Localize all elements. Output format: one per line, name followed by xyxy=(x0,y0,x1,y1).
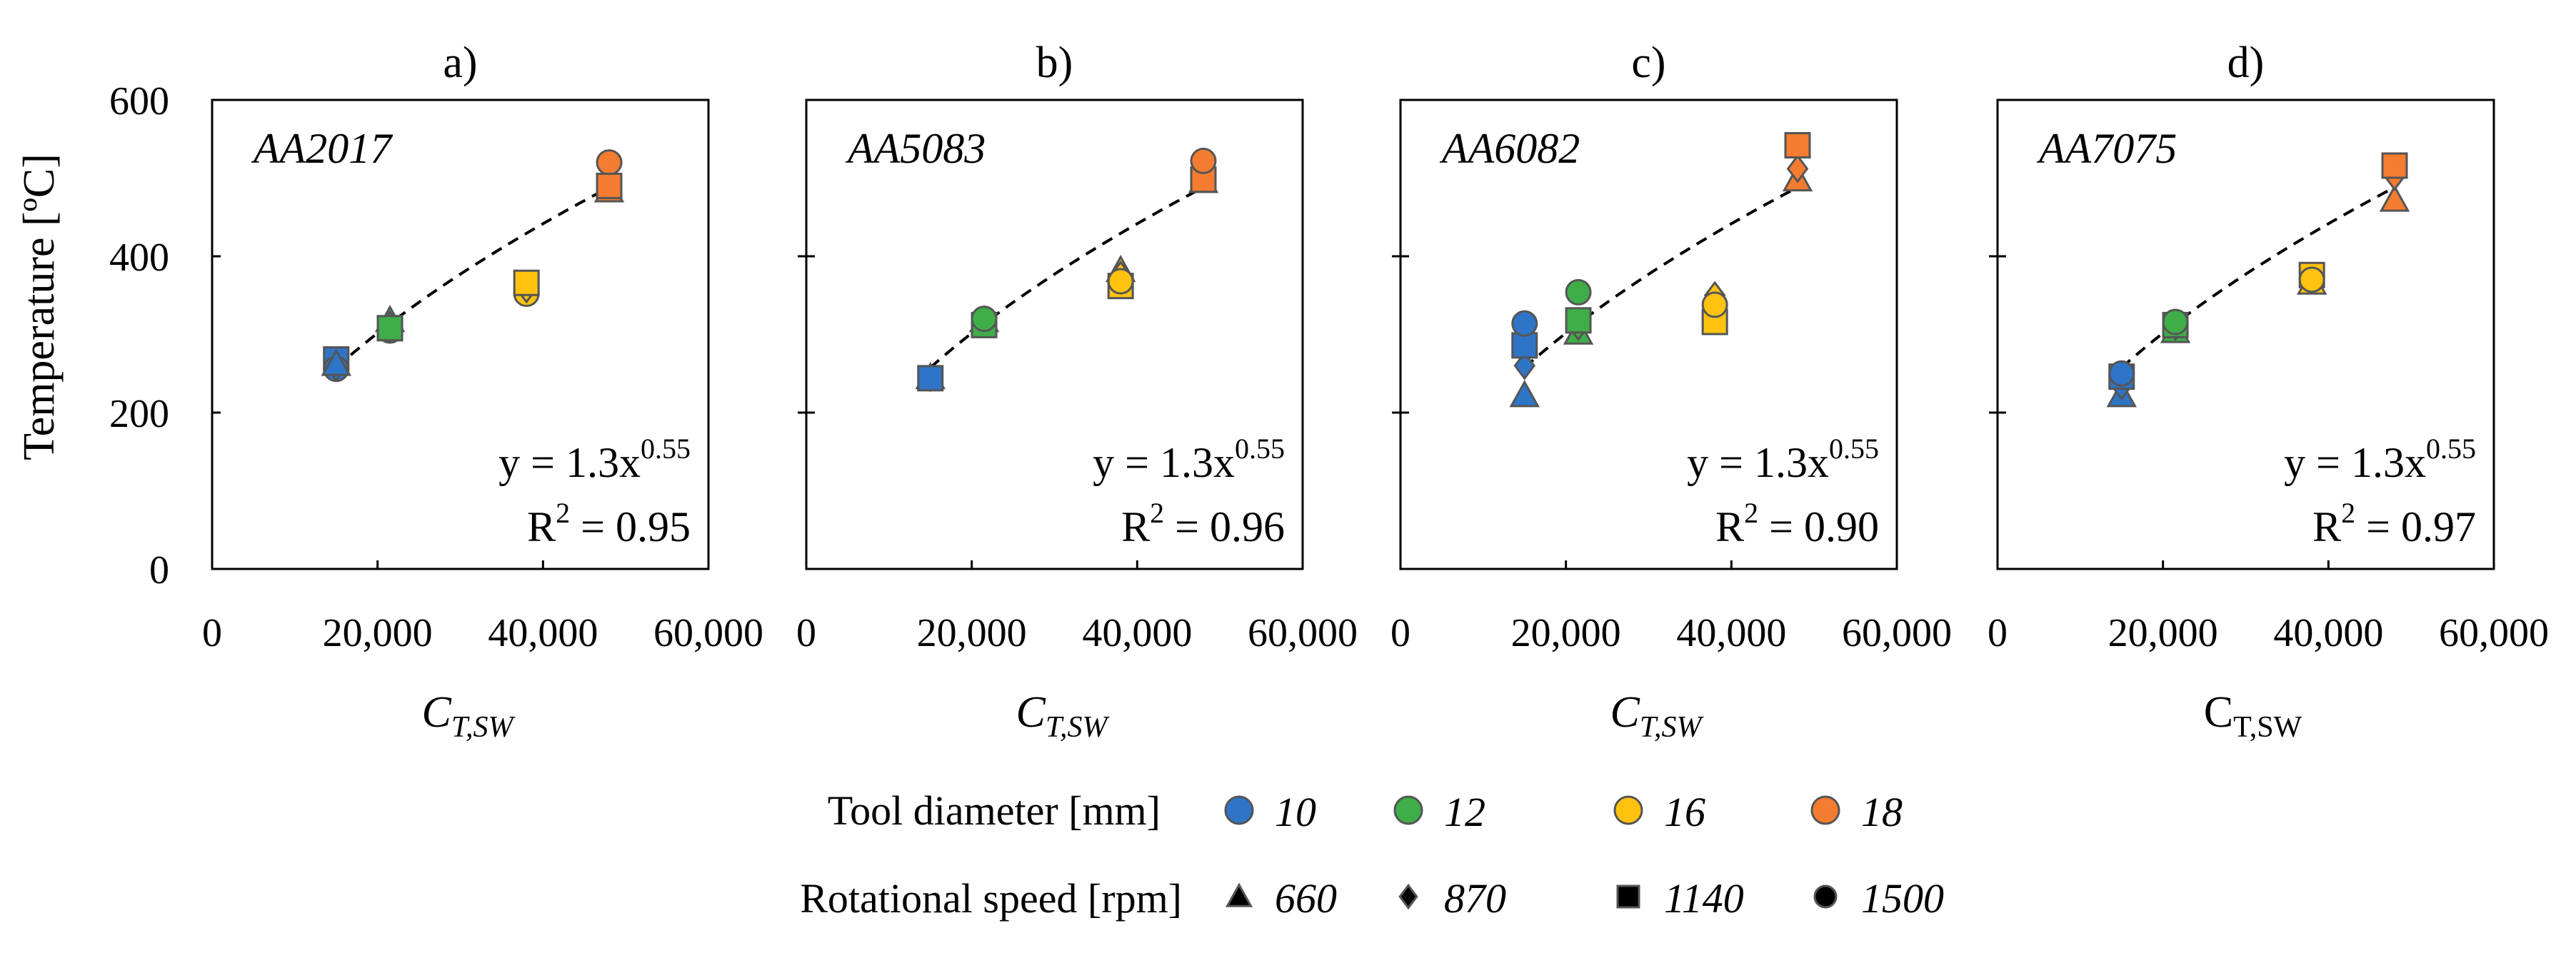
data-point xyxy=(1107,268,1134,295)
data-point xyxy=(2162,308,2189,336)
panel-label: a) xyxy=(443,39,477,87)
plot-frame xyxy=(1996,99,2495,570)
data-point xyxy=(513,269,540,296)
x-tick-label: 0 xyxy=(1390,611,1410,655)
x-tick-label: 60,000 xyxy=(1248,611,1358,655)
y-axis-title: Temperature [ºC] xyxy=(15,153,64,460)
data-point xyxy=(1511,310,1538,337)
legend-diameter-title: Tool diameter [mm] xyxy=(828,787,1161,834)
data-point xyxy=(2298,266,2325,293)
y-tick-label: 400 xyxy=(109,236,169,280)
panel-label: b) xyxy=(1036,39,1073,87)
legend-diameter-label: 12 xyxy=(1444,789,1485,835)
x-tick-label: 40,000 xyxy=(1676,611,1786,655)
legend-speed-label: 870 xyxy=(1444,875,1506,922)
legend-diameter-label: 16 xyxy=(1664,789,1705,835)
data-point xyxy=(1509,380,1540,408)
x-axis-title: CT,SW xyxy=(2204,688,2302,744)
legend-speed-label: 1140 xyxy=(1664,875,1744,922)
panel-label: d) xyxy=(2227,39,2265,87)
x-tick-label: 40,000 xyxy=(2273,611,2383,655)
legend-diameter-label: 10 xyxy=(1275,789,1316,835)
data-point xyxy=(596,149,623,176)
legend-diameter-label: 18 xyxy=(1861,789,1903,835)
y-tick-label: 200 xyxy=(109,392,169,436)
x-axis-title: CT,SW xyxy=(1610,688,1704,744)
plot-frame xyxy=(1399,99,1898,570)
x-tick-label: 0 xyxy=(796,611,816,655)
data-point xyxy=(2108,360,2135,387)
x-tick-label: 0 xyxy=(202,611,222,655)
legend-speed-label: 660 xyxy=(1275,875,1337,922)
chart-panel: 0 20,000 40,000 60,000 b) AA5083 CT,SW y = 1.3x… xyxy=(796,39,1358,744)
legend-diameter-marker xyxy=(1224,795,1254,825)
r-squared: R2 = 0.97 xyxy=(2312,497,2476,550)
legend-diameter-marker xyxy=(1810,795,1840,825)
data-point xyxy=(2379,184,2410,212)
r-squared: R2 = 0.96 xyxy=(1121,497,1285,550)
legend-speed-marker xyxy=(1225,882,1253,907)
x-tick-label: 0 xyxy=(1988,611,2008,655)
legend-diameter-marker xyxy=(1613,795,1643,825)
data-point xyxy=(1701,291,1728,318)
legend-speed-marker xyxy=(1813,884,1838,909)
x-tick-label: 40,000 xyxy=(488,611,598,655)
x-tick-label: 20,000 xyxy=(1511,611,1621,655)
fit-equation: y = 1.3x0.55 xyxy=(498,433,691,486)
y-tick-label: 600 xyxy=(109,79,169,123)
y-tick-label: 0 xyxy=(149,548,169,593)
alloy-title: AA6082 xyxy=(1439,125,1580,172)
data-point xyxy=(971,306,998,333)
alloy-title: AA2017 xyxy=(251,125,394,172)
legend-speed-label: 1500 xyxy=(1861,875,1944,922)
legend: Tool diameter [mm] Rotational speed [rpm… xyxy=(800,787,1944,922)
fit-equation: y = 1.3x0.55 xyxy=(1093,433,1285,486)
r-squared: R2 = 0.90 xyxy=(1715,497,1879,550)
fit-equation: y = 1.3x0.55 xyxy=(2284,433,2476,486)
alloy-title: AA7075 xyxy=(2036,125,2177,172)
data-point xyxy=(1190,147,1217,174)
legend-speed-marker xyxy=(1398,883,1418,910)
legend-speed-title: Rotational speed [rpm] xyxy=(800,875,1182,922)
x-tick-label: 60,000 xyxy=(1842,611,1952,655)
plot-frame xyxy=(805,99,1304,570)
x-tick-label: 60,000 xyxy=(2439,611,2549,655)
alloy-title: AA5083 xyxy=(845,125,986,172)
chart-panel: 0 200 400 600 0 20,000 40,000 60,000 a) AA2017 CT,… xyxy=(109,39,763,744)
x-tick-label: 60,000 xyxy=(653,611,763,655)
legend-speed-marker xyxy=(1616,884,1640,909)
x-tick-label: 20,000 xyxy=(2108,611,2218,655)
x-axis-title: CT,SW xyxy=(421,688,516,744)
data-point xyxy=(1565,307,1592,334)
plot-frame xyxy=(211,99,710,570)
data-point xyxy=(1784,132,1811,159)
r-squared: R2 = 0.95 xyxy=(527,497,691,550)
chart-panel: 0 20,000 40,000 60,000 c) AA6082 CT,SW y = 1.3x… xyxy=(1390,39,1952,744)
panel-label: c) xyxy=(1631,39,1665,87)
data-point xyxy=(2381,152,2408,179)
data-point xyxy=(1513,351,1536,380)
x-tick-label: 20,000 xyxy=(917,611,1027,655)
chart-panel: 0 20,000 40,000 60,000 d) AA7075 CT,SW y = 1.3x… xyxy=(1988,39,2549,744)
data-point xyxy=(321,348,351,376)
data-point xyxy=(1565,278,1592,306)
data-point xyxy=(1511,332,1538,359)
fit-equation: y = 1.3x0.55 xyxy=(1687,433,1879,486)
x-tick-label: 40,000 xyxy=(1082,611,1192,655)
data-point xyxy=(596,172,623,199)
data-point xyxy=(1786,154,1809,183)
legend-diameter-marker xyxy=(1393,795,1423,825)
data-point xyxy=(917,365,944,392)
x-axis-title: CT,SW xyxy=(1016,688,1110,744)
x-tick-label: 20,000 xyxy=(323,611,433,655)
data-point xyxy=(376,315,404,342)
